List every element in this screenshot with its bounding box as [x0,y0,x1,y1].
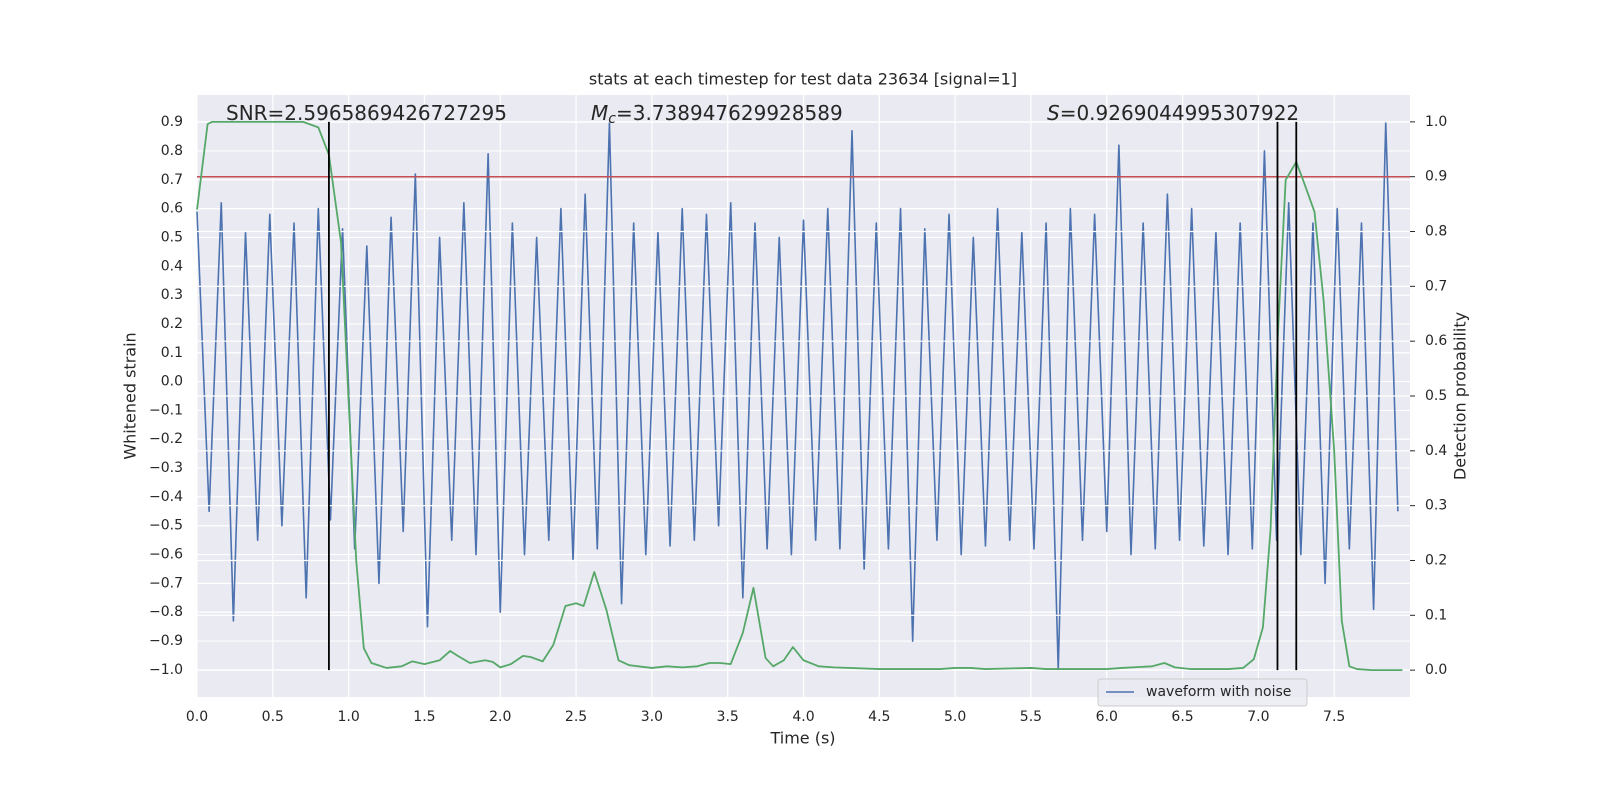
x-tick-label: 4.5 [868,709,890,725]
y2-tick-label: 0.7 [1425,278,1447,294]
x-tick-label: 2.5 [565,709,587,725]
y2-tick-label: 0.4 [1425,443,1447,459]
y2-tick-label: 0.0 [1425,662,1447,678]
annotation: SNR=2.5965869426727295 [226,101,507,125]
x-tick-label: 1.5 [413,709,435,725]
y-tick-label: 0.9 [161,114,183,130]
y-tick-label: 0.6 [161,201,183,217]
legend-box [1097,678,1308,707]
y-tick-label: 0.1 [161,345,183,361]
y-tick-label: 0.2 [161,316,183,332]
annotation-symbol: M [591,101,608,125]
annotation-subscript: c [608,111,616,127]
annotation-symbol: S [1047,101,1060,125]
x-tick-label: 4.0 [792,709,814,725]
y-tick-label: 0.0 [161,374,183,390]
y2-tick-label: 0.3 [1425,498,1447,514]
y-tick-label: −0.7 [149,575,183,591]
y2-tick-label: 0.8 [1425,224,1447,240]
y-tick-label: 0.5 [161,229,183,245]
x-tick-label: 0.5 [262,709,284,725]
waveform-line [196,121,1399,671]
marks [196,121,1399,671]
y-tick-label: 0.4 [161,258,183,274]
y-tick-label: −1.0 [149,662,183,678]
x-tick-label: 6.0 [1096,709,1118,725]
x-tick-label: 6.5 [1171,709,1193,725]
x-tick-label: 3.5 [717,709,739,725]
annotation: S=0.9269044995307922 [1047,101,1299,125]
y2-tick-label: 0.5 [1425,388,1447,404]
probability-line [196,120,1403,672]
x-tick-label: 5.0 [944,709,966,725]
y2-tick-label: 0.6 [1425,333,1447,349]
y-tick-label: −0.8 [149,604,183,620]
chart-title: stats at each timestep for test data 236… [589,70,1017,89]
y-tick-label: −0.2 [149,431,183,447]
x-tick-label: 1.0 [337,709,359,725]
y-axis-label: Whitened strain [121,332,140,459]
y-tick-label: −0.4 [149,489,183,505]
y-tick-label: 0.3 [161,287,183,303]
x-tick-label: 2.0 [489,709,511,725]
y2-axis-label: Detection probability [1451,312,1470,480]
annotation-text: =0.9269044995307922 [1060,101,1299,125]
x-tick-label: 5.5 [1020,709,1042,725]
x-axis-label: Time (s) [769,729,835,748]
y2-tick-label: 0.9 [1425,169,1447,185]
labels: 0.0 0.5 1.0 1.5 2.0 2.5 3.0 3.5 4.0 4.5 5.0 5.5 6.0 6… [149,114,1447,725]
y-tick-label: −0.5 [149,518,183,534]
y-tick-label: −0.9 [149,633,183,649]
y-tick-label: −0.1 [149,402,183,418]
y2-tick-label: 1.0 [1425,114,1447,130]
annotation: Mc=3.738947629928589 [591,101,843,128]
annotation-text: =3.738947629928589 [616,101,843,125]
y-tick-label: 0.8 [161,143,183,159]
legend-label: waveform with noise [1146,684,1291,700]
annotation-text: SNR=2.5965869426727295 [226,101,507,125]
x-tick-label: 3.0 [641,709,663,725]
y2-tick-label: 0.1 [1425,607,1447,623]
y2-tick-label: 0.2 [1425,552,1447,568]
x-tick-label: 7.0 [1247,709,1269,725]
x-tick-label: 0.0 [186,709,208,725]
y-tick-label: −0.3 [149,460,183,476]
y-tick-label: −0.6 [149,547,183,563]
y-tick-label: 0.7 [161,172,183,188]
x-tick-label: 7.5 [1323,709,1345,725]
